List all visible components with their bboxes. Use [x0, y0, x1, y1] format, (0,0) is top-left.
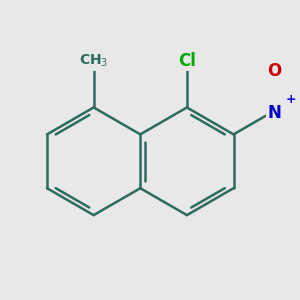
Text: N: N	[268, 104, 281, 122]
Text: O: O	[268, 62, 282, 80]
Text: +: +	[285, 93, 296, 106]
Text: N: N	[268, 104, 281, 122]
Text: Cl: Cl	[178, 52, 196, 70]
Text: N: N	[268, 104, 281, 122]
Text: CH$_3$: CH$_3$	[79, 53, 108, 69]
